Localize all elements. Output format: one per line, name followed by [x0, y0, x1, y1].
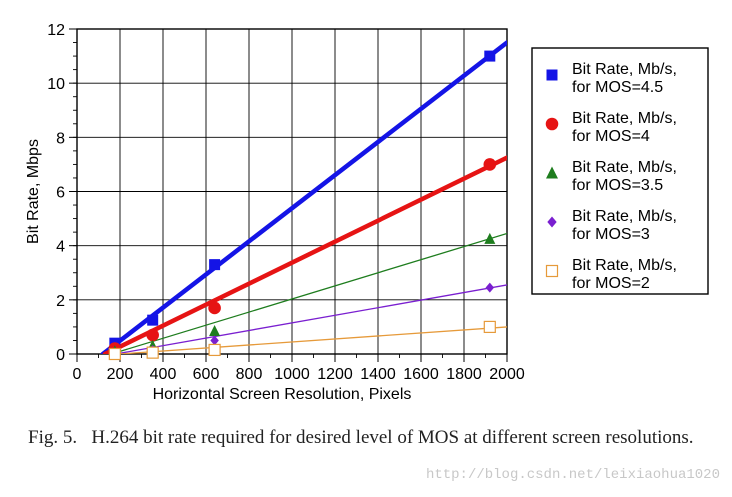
legend-label-3-line2: for MOS=3.5: [572, 177, 663, 194]
y-tick-label: 6: [56, 185, 65, 202]
data-point-series-5: [146, 346, 159, 359]
data-point-series-5: [208, 343, 221, 357]
legend-marker-5: [545, 264, 559, 278]
data-point-series-4: [210, 335, 219, 346]
x-tick-label: 2000: [489, 366, 525, 383]
x-tick-label: 400: [150, 366, 177, 383]
data-point-series-3: [209, 324, 221, 336]
y-tick-label: 4: [56, 239, 65, 256]
data-point-series-2: [208, 301, 221, 315]
data-point-series-5: [483, 320, 496, 334]
x-tick-label: 1600: [403, 366, 439, 383]
y-axis-title: Bit Rate, Mbps: [25, 139, 42, 244]
y-tick-label: 2: [56, 293, 65, 310]
fit-lines: [100, 40, 507, 354]
data-point-series-1: [209, 259, 221, 271]
data-point-series-5: [108, 347, 121, 361]
legend-label-2-line1: Bit Rate, Mb/s,: [572, 110, 677, 127]
fit-line-series-1: [100, 40, 507, 354]
x-tick-label: 1800: [446, 366, 482, 383]
x-tick-label: 1400: [360, 366, 396, 383]
fit-line-series-2: [102, 155, 507, 354]
data-point-series-2: [146, 328, 159, 342]
x-tick-label: 800: [236, 366, 263, 383]
data-point-series-1: [147, 314, 159, 326]
data-point-series-4: [485, 282, 495, 293]
legend-label-4-line1: Bit Rate, Mb/s,: [572, 208, 677, 225]
legend-label-1-line2: for MOS=4.5: [572, 79, 663, 96]
axes: 0 200 400 600 800 1000 1200 1400 1600 1800 2000 0 2 4…: [25, 22, 525, 403]
legend-label-2-line2: for MOS=4: [572, 128, 650, 145]
fit-line-series-3: [110, 232, 507, 354]
figure-caption: Fig. 5. H.264 bit rate required for desi…: [28, 427, 694, 448]
y-tick-label: 12: [47, 22, 65, 39]
legend-marker-4: [547, 216, 557, 228]
data-points: [108, 50, 497, 361]
data-point-series-3: [484, 232, 496, 244]
x-tick-label: 200: [107, 366, 134, 383]
watermark: http://blog.csdn.net/leixiaohua1020: [425, 467, 720, 483]
legend-label-5-line1: Bit Rate, Mb/s,: [572, 257, 677, 274]
legend-marker-3: [546, 166, 558, 179]
x-tick-label: 0: [73, 366, 82, 383]
y-tick-label: 0: [56, 347, 65, 364]
fit-line-series-5: [119, 326, 507, 354]
x-tick-label: 1000: [274, 366, 310, 383]
legend-label-3-line1: Bit Rate, Mb/s,: [572, 159, 677, 176]
x-tick-label: 600: [193, 366, 220, 383]
y-tick-label: 8: [56, 130, 65, 147]
data-point-series-1: [484, 50, 496, 62]
legend-marker-2: [545, 117, 559, 131]
data-point-series-2: [483, 158, 497, 171]
legend-label-1-line1: Bit Rate, Mb/s,: [572, 61, 677, 78]
x-axis-title: Horizontal Screen Resolution, Pixels: [153, 386, 412, 403]
chart: 0 200 400 600 800 1000 1200 1400 1600 1800 2000 0 2 4…: [25, 22, 709, 403]
legend-label-5-line2: for MOS=2: [572, 275, 650, 292]
legend-label-4-line2: for MOS=3: [572, 226, 650, 243]
legend-box: [531, 47, 709, 295]
plot-frame: [76, 28, 508, 355]
y-tick-label: 10: [47, 76, 65, 93]
fit-line-series-4: [115, 284, 507, 354]
x-tick-label: 1200: [317, 366, 353, 383]
legend-marker-1: [546, 69, 558, 81]
